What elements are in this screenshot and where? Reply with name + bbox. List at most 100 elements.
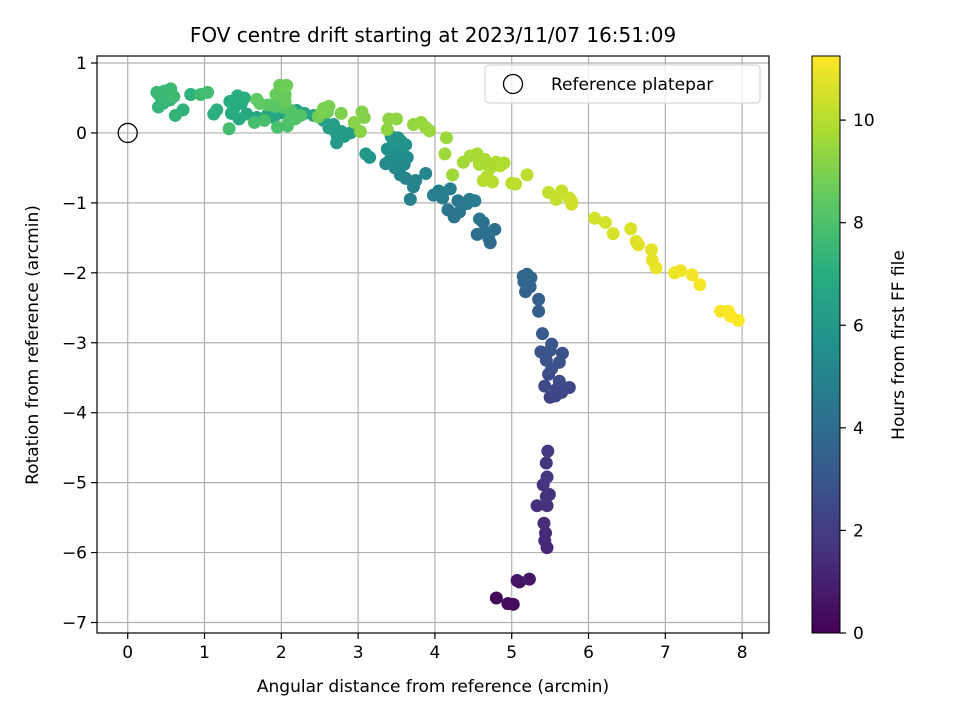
data-points [150, 78, 745, 611]
scatter-point [237, 91, 251, 105]
scatter-point [443, 182, 457, 196]
legend: Reference platepar [484, 64, 761, 104]
scatter-point [541, 444, 555, 458]
scatter-point [472, 157, 486, 171]
x-tick-label: 2 [276, 643, 287, 663]
x-axis-ticks: 0 1 2 3 4 5 6 7 8 [122, 633, 748, 663]
scatter-point [280, 78, 294, 92]
scatter-point [510, 574, 524, 588]
scatter-point [535, 327, 549, 341]
scatter-point [250, 92, 264, 106]
scatter-point [565, 197, 579, 211]
scatter-point [624, 222, 638, 236]
scatter-point [539, 526, 553, 540]
scatter-point [588, 211, 602, 225]
y-tick-label: −2 [62, 264, 87, 284]
scatter-point [347, 115, 361, 129]
scatter-point [532, 292, 546, 306]
y-tick-label: −3 [62, 334, 87, 354]
scatter-point [257, 113, 271, 127]
scatter-point [520, 168, 534, 182]
scatter-point [540, 470, 554, 484]
x-tick-label: 0 [122, 643, 133, 663]
y-tick-label: −5 [62, 474, 87, 494]
scatter-point [184, 87, 198, 101]
colorbar-tick-label: 0 [853, 624, 864, 644]
scatter-point [674, 264, 688, 278]
x-tick-label: 3 [353, 643, 364, 663]
scatter-point [222, 122, 236, 136]
scatter-point [472, 212, 486, 226]
scatter-point [649, 261, 663, 275]
colorbar: 0 2 4 6 8 10 Hours from first FF file [811, 55, 909, 644]
scatter-point [731, 313, 745, 327]
colorbar-tick-label: 8 [853, 214, 864, 234]
scatter-point [598, 215, 612, 229]
scatter-point [409, 173, 423, 187]
scatter-point [606, 227, 620, 241]
y-tick-label: −1 [62, 194, 87, 214]
x-tick-label: 4 [430, 643, 441, 663]
scatter-point [314, 106, 328, 120]
scatter-point [403, 192, 417, 206]
chart-title: FOV centre drift starting at 2023/11/07 … [190, 23, 676, 47]
x-tick-label: 7 [660, 643, 671, 663]
colorbar-ticks: 0 2 4 6 8 10 [840, 111, 875, 644]
scatter-point [489, 591, 503, 605]
scatter-point [493, 159, 507, 173]
scatter-point [478, 225, 492, 239]
scatter-point [530, 499, 544, 513]
scatter-point [327, 118, 341, 132]
scatter-point [247, 115, 261, 129]
scatter-point [644, 243, 658, 257]
scatter-point [522, 572, 536, 586]
scatter-point [201, 85, 215, 99]
plot-frame [96, 55, 770, 634]
scatter-point [278, 94, 292, 108]
scatter-point [476, 173, 490, 187]
reference-platepar-point [117, 122, 138, 144]
scatter-point [446, 168, 460, 182]
scatter-point [438, 147, 452, 161]
legend-marker-icon [502, 73, 524, 95]
scatter-point [537, 516, 551, 530]
scatter-point [552, 374, 566, 388]
scatter-point [357, 111, 371, 125]
scatter-point [359, 147, 373, 161]
scatter-point [532, 304, 546, 318]
x-axis-label: Angular distance from reference (arcmin) [257, 677, 609, 697]
legend-label: Reference platepar [551, 75, 713, 95]
scatter-point [380, 122, 394, 136]
scatter-point [542, 488, 556, 502]
scatter-point [538, 379, 552, 393]
scatter-point [555, 346, 569, 360]
scatter-point [545, 337, 559, 351]
scatter-point [488, 222, 502, 236]
y-axis-label: Rotation from reference (arcmin) [23, 205, 43, 485]
colorbar-tick-label: 4 [853, 419, 864, 439]
scatter-point [419, 166, 433, 180]
scatter-point [520, 267, 534, 281]
scatter-point [423, 124, 437, 138]
scatter-point [631, 238, 645, 252]
scatter-point [294, 108, 308, 122]
colorbar-tick-label: 10 [853, 111, 875, 131]
scatter-point [539, 456, 553, 470]
scatter-point [439, 131, 453, 145]
scatter-point [509, 177, 523, 191]
colorbar-tick-label: 2 [853, 521, 864, 541]
y-tick-label: 1 [76, 54, 87, 74]
scatter-point [167, 90, 181, 104]
scatter-point [334, 106, 348, 120]
x-tick-label: 6 [583, 643, 594, 663]
reference-marker [117, 122, 138, 144]
y-tick-label: −4 [62, 404, 87, 424]
scatter-point [506, 597, 520, 611]
scatter-point [210, 103, 224, 117]
colorbar-tick-label: 6 [853, 316, 864, 336]
scatter-point [685, 268, 699, 282]
scatter-point [432, 184, 446, 198]
y-tick-label: 0 [76, 124, 87, 144]
y-axis-ticks: 1 0 −1 −2 −3 −4 −5 −6 −7 [62, 54, 97, 634]
